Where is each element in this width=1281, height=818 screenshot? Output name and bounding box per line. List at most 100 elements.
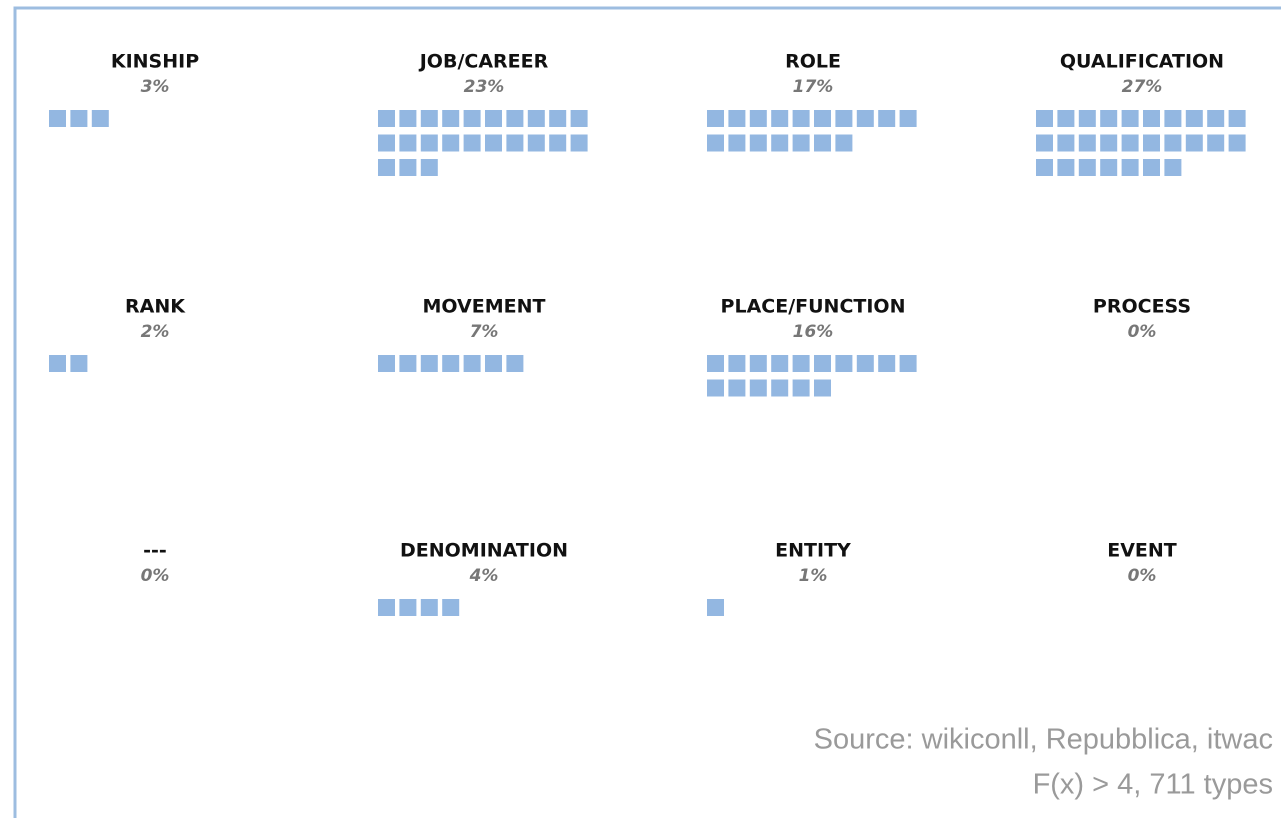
category-title: KINSHIP <box>111 51 199 73</box>
waffle-square <box>1121 134 1139 152</box>
value-label: 3% <box>141 77 170 97</box>
source-note: F(x) > 4, 711 types <box>1033 769 1273 801</box>
waffle-square <box>707 379 724 397</box>
waffle-square <box>814 379 831 397</box>
waffle-square <box>506 355 524 372</box>
value-label: 16% <box>793 322 834 342</box>
waffle-square <box>1036 134 1053 152</box>
waffle-square <box>1078 159 1096 176</box>
waffle-square <box>899 110 917 127</box>
category-title: RANK <box>125 296 186 318</box>
waffle-square <box>399 134 417 152</box>
waffle-square <box>570 110 588 127</box>
waffle-square <box>527 110 545 127</box>
waffle-square <box>707 599 724 616</box>
waffle-square <box>835 355 853 372</box>
value-label: 0% <box>1128 322 1157 342</box>
waffle-square <box>771 134 789 152</box>
waffle-square <box>49 110 66 127</box>
waffle-square <box>378 134 395 152</box>
category-title: --- <box>143 540 167 562</box>
category-title: EVENT <box>1107 540 1177 562</box>
value-label: 2% <box>141 322 170 342</box>
waffle-square <box>1057 159 1075 176</box>
category-title: PROCESS <box>1093 296 1191 318</box>
value-label: 0% <box>1128 566 1157 586</box>
waffle-square <box>378 355 395 372</box>
waffle-square <box>878 110 896 127</box>
waffle-square <box>378 110 395 127</box>
waffle-square <box>749 110 767 127</box>
waffle-square <box>442 134 460 152</box>
waffle-square <box>442 599 460 616</box>
waffle-square <box>728 379 746 397</box>
waffle-square <box>728 134 746 152</box>
value-label: 0% <box>141 566 170 586</box>
waffle-square <box>749 355 767 372</box>
waffle-square <box>1207 110 1225 127</box>
waffle-square <box>399 110 417 127</box>
waffle-square <box>1228 110 1246 127</box>
waffle-square <box>878 355 896 372</box>
waffle-square <box>570 134 588 152</box>
waffle-square <box>1143 110 1160 127</box>
waffle-square <box>814 110 831 127</box>
waffle-square <box>549 110 567 127</box>
waffle-square <box>707 134 724 152</box>
waffle-square <box>1228 134 1246 152</box>
waffle-square <box>707 355 724 372</box>
waffle-square <box>420 110 438 127</box>
waffle-square <box>463 355 481 372</box>
waffle-square <box>399 159 417 176</box>
waffle-square <box>728 110 746 127</box>
category-title: PLACE/FUNCTION <box>721 296 906 318</box>
category-title: QUALIFICATION <box>1060 51 1224 73</box>
waffle-square <box>378 599 395 616</box>
waffle-square <box>1143 159 1160 176</box>
waffle-square <box>485 110 502 127</box>
waffle-square <box>506 110 524 127</box>
waffle-square <box>856 355 874 372</box>
value-label: 1% <box>799 566 828 586</box>
category-title: ENTITY <box>775 540 851 562</box>
source-note: Source: wikiconll, Repubblica, itwac <box>814 724 1273 756</box>
waffle-square <box>814 134 831 152</box>
waffle-square <box>1057 134 1075 152</box>
value-label: 27% <box>1122 77 1163 97</box>
waffle-square <box>1100 159 1118 176</box>
waffle-square <box>1143 134 1160 152</box>
value-label: 23% <box>464 77 505 97</box>
waffle-square <box>420 134 438 152</box>
waffle-square <box>792 134 810 152</box>
waffle-square <box>792 110 810 127</box>
waffle-square <box>420 355 438 372</box>
waffle-square <box>728 355 746 372</box>
waffle-square <box>91 110 109 127</box>
waffle-square <box>1036 159 1053 176</box>
waffle-square <box>442 355 460 372</box>
category-title: JOB/CAREER <box>418 51 549 73</box>
waffle-square <box>1185 134 1203 152</box>
waffle-square <box>399 355 417 372</box>
waffle-square <box>549 134 567 152</box>
waffle-square <box>49 355 66 372</box>
waffle-square <box>70 355 88 372</box>
waffle-square <box>1100 134 1118 152</box>
waffle-square <box>1036 110 1053 127</box>
waffle-square <box>771 355 789 372</box>
waffle-square <box>749 134 767 152</box>
waffle-square <box>1121 110 1139 127</box>
waffle-square <box>485 355 502 372</box>
waffle-square <box>463 110 481 127</box>
waffle-square <box>856 110 874 127</box>
category-title: ROLE <box>785 51 841 73</box>
waffle-square <box>1207 134 1225 152</box>
waffle-square <box>1078 134 1096 152</box>
value-label: 7% <box>470 322 499 342</box>
waffle-square <box>792 355 810 372</box>
waffle-square <box>420 599 438 616</box>
waffle-square <box>420 159 438 176</box>
category-title: MOVEMENT <box>423 296 546 318</box>
waffle-square <box>506 134 524 152</box>
